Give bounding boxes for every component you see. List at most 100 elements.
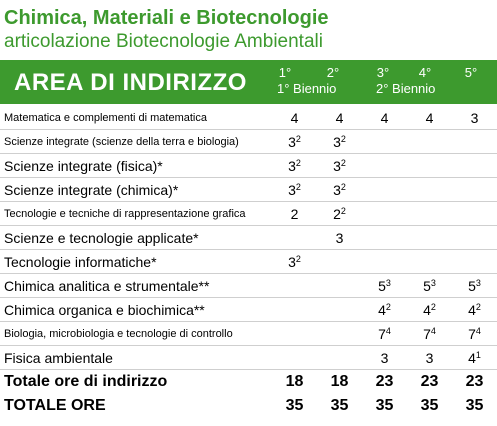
- cell: 4: [362, 106, 407, 130]
- row: Scienze integrate (fisica)* 32 32: [0, 153, 497, 178]
- cell: [272, 297, 317, 322]
- total-value: 35: [285, 397, 304, 414]
- note: 4: [475, 325, 481, 336]
- subject: Scienze integrate (chimica)*: [0, 177, 272, 202]
- note: 2: [340, 133, 346, 144]
- cell: [317, 345, 362, 370]
- cell: [272, 345, 317, 370]
- note: 3: [475, 277, 481, 288]
- note: 2: [475, 301, 481, 312]
- hours: 2: [290, 205, 299, 222]
- cell: 42: [407, 297, 452, 322]
- cell: 4: [407, 106, 452, 130]
- hours: 3: [333, 157, 341, 174]
- hours: 3: [288, 133, 296, 150]
- cell: 4: [317, 106, 362, 130]
- cell: [452, 153, 497, 178]
- subject: Matematica e complementi di matematica: [0, 106, 272, 130]
- subject: Chimica organica e biochimica**: [0, 297, 272, 322]
- cell: 42: [452, 297, 497, 322]
- hours: 3: [288, 253, 296, 270]
- row: Chimica organica e biochimica** 42 42 42: [0, 297, 497, 322]
- year: 1°: [278, 65, 292, 80]
- row: Matematica e complementi di matematica 4 4…: [0, 106, 497, 130]
- hours: 3: [380, 349, 389, 366]
- cell: [407, 129, 452, 154]
- hours: 7: [468, 325, 476, 342]
- total-value: 18: [330, 373, 349, 390]
- cell: [452, 201, 497, 226]
- cell: 3: [362, 345, 407, 370]
- hours: 3: [333, 181, 341, 198]
- total-value: 18: [285, 373, 304, 390]
- hours: 4: [378, 301, 386, 318]
- total-value: 35: [330, 397, 349, 414]
- row: Tecnologie e tecniche di rappresentazion…: [0, 201, 497, 226]
- total-value: 23: [420, 373, 439, 390]
- total-value: 35: [375, 397, 394, 414]
- cell: [362, 129, 407, 154]
- cell: [407, 225, 452, 250]
- subtitle: articolazione Biotecnologie Ambientali: [4, 31, 323, 52]
- subject: Scienze integrate (scienze della terra e…: [0, 129, 272, 154]
- cell: [317, 297, 362, 322]
- cell: 4: [272, 106, 317, 130]
- year: 2°: [326, 65, 340, 80]
- year: 3°: [376, 65, 390, 80]
- group-label: 2° Biennio: [376, 81, 436, 96]
- note: 2: [340, 205, 346, 216]
- hours: 3: [425, 349, 434, 366]
- header-band: AREA DI INDIRIZZO 1° 2° 3° 4° 5° 1° Bien…: [0, 60, 497, 104]
- total-value: 35: [465, 397, 484, 414]
- cell: [272, 321, 317, 346]
- cell: 3: [407, 345, 452, 370]
- hours: 5: [468, 277, 476, 294]
- hours: 3: [288, 181, 296, 198]
- hours: 4: [423, 301, 431, 318]
- row: Tecnologie informatiche* 32: [0, 249, 497, 274]
- cell: 41: [452, 345, 497, 370]
- hours: 3: [470, 109, 479, 126]
- row: Scienze integrate (chimica)* 32 32: [0, 177, 497, 202]
- subject: Scienze integrate (fisica)*: [0, 153, 272, 178]
- total-value: 23: [465, 373, 484, 390]
- note: 4: [385, 325, 391, 336]
- cell: 42: [362, 297, 407, 322]
- hours: 4: [290, 109, 299, 126]
- cell: 53: [452, 273, 497, 298]
- cell: 32: [272, 177, 317, 202]
- year: 5°: [464, 65, 478, 80]
- hours: 4: [468, 301, 476, 318]
- hours: 7: [378, 325, 386, 342]
- cell: [362, 153, 407, 178]
- cell: [362, 225, 407, 250]
- subject: Fisica ambientale: [0, 345, 272, 370]
- year: 4°: [418, 65, 432, 80]
- total-value: 23: [375, 373, 394, 390]
- subject: Biologia, microbiologia e tecnologie di …: [0, 321, 272, 346]
- cell: [407, 201, 452, 226]
- cell: [452, 249, 497, 274]
- total-label: Totale ore di indirizzo: [4, 373, 168, 390]
- row: Scienze integrate (scienze della terra e…: [0, 129, 497, 154]
- total-label: TOTALE ORE: [4, 397, 106, 414]
- row: Chimica analitica e strumentale** 53 53 53: [0, 273, 497, 298]
- row: Biologia, microbiologia e tecnologie di …: [0, 321, 497, 346]
- note: 2: [295, 133, 301, 144]
- hours: 4: [380, 109, 389, 126]
- cell: [317, 321, 362, 346]
- hours: 3: [335, 229, 344, 246]
- cell: 32: [272, 249, 317, 274]
- cell: 2: [272, 201, 317, 226]
- cell: 74: [407, 321, 452, 346]
- cell: 32: [272, 129, 317, 154]
- group-label: 1° Biennio: [277, 81, 337, 96]
- note: 2: [430, 301, 436, 312]
- table: Matematica e complementi di matematica 4 4…: [0, 106, 497, 418]
- cell: [407, 249, 452, 274]
- cell: [407, 153, 452, 178]
- total-value: 35: [420, 397, 439, 414]
- row: Fisica ambientale 3 3 41: [0, 345, 497, 370]
- hours: 4: [425, 109, 434, 126]
